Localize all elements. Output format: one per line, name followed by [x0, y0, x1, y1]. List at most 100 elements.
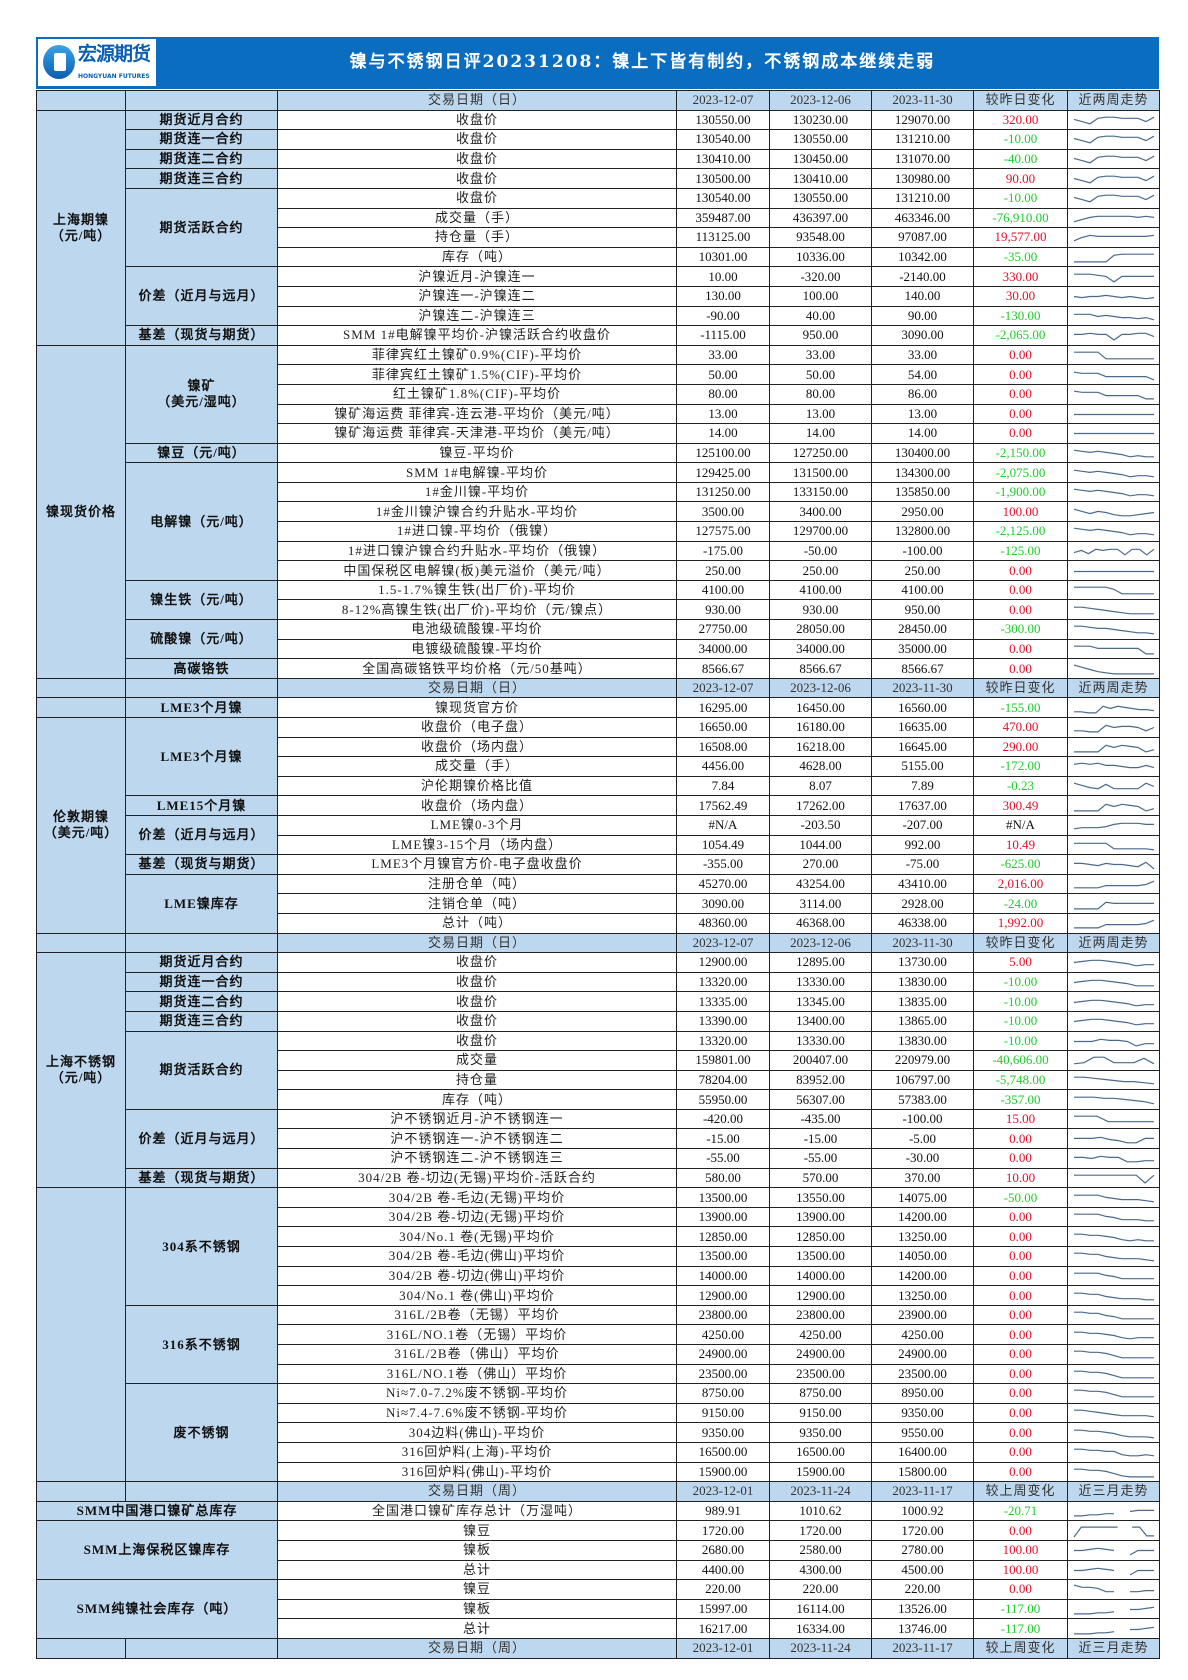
- value-cell: 130550.00: [769, 187, 872, 209]
- sparkline-path: [1073, 744, 1154, 753]
- indicator-name: 1#金川镍-平均价: [277, 481, 677, 503]
- trend-sparkline-cell: [1067, 1402, 1160, 1424]
- trend-sparkline-cell: [1067, 795, 1160, 816]
- subgroup-label: 基差（现货与期货）: [125, 325, 278, 346]
- header-trend-label: 近两周走势: [1067, 677, 1160, 699]
- indicator-name: 镍现货官方价: [277, 697, 677, 718]
- indicator-name: LME镍3-15个月（场内盘）: [277, 834, 677, 856]
- table-row: 沪不锈钢连一-沪不锈钢连二 -15.00 -15.00 -5.00 0.00: [37, 1128, 1160, 1150]
- indicator-name: 1#金川镍沪镍合约升贴水-平均价: [277, 501, 677, 523]
- indicator-name: 收盘价: [277, 148, 677, 170]
- value-cell: 14.00: [676, 423, 770, 444]
- value-cell: 80.00: [676, 383, 770, 405]
- value-cell: 370.00: [871, 1167, 974, 1189]
- header-blank: [125, 90, 278, 111]
- value-cell: 130550.00: [769, 129, 872, 150]
- change-cell: -172.00: [973, 756, 1068, 777]
- value-cell: 50.00: [769, 364, 872, 385]
- value-cell: 13400.00: [769, 1010, 872, 1032]
- header-change-label: 较昨日变化: [973, 677, 1068, 699]
- sparkline: [1073, 919, 1154, 929]
- trend-sparkline-cell: [1067, 579, 1160, 601]
- table-row: 316回炉料(上海)-平均价 16500.00 16500.00 16400.00 0.…: [37, 1441, 1160, 1463]
- value-cell: 13830.00: [871, 971, 974, 993]
- indicator-name: 304/2B 卷-毛边(无锡)平均价: [277, 1187, 677, 1208]
- trend-sparkline-cell: [1067, 599, 1160, 621]
- value-cell: -90.00: [676, 305, 770, 327]
- value-cell: 930.00: [769, 599, 872, 621]
- sparkline: [1073, 1136, 1154, 1144]
- value-cell: 56307.00: [769, 1089, 872, 1110]
- sparkline-path: [1073, 548, 1154, 556]
- value-cell: 140.00: [871, 285, 974, 307]
- header-row: 交易日期（日） 2023-12-07 2023-12-06 2023-11-30 较昨日…: [36, 90, 1160, 111]
- value-cell: 4100.00: [676, 579, 770, 601]
- header-blank: [125, 1637, 278, 1659]
- sparkline-path: [1073, 488, 1154, 497]
- sparkline: [1073, 979, 1154, 987]
- value-cell: -15.00: [769, 1128, 872, 1150]
- sparkline-path: [1073, 1567, 1114, 1571]
- header-date: 2023-11-17: [871, 1481, 974, 1502]
- trend-sparkline-cell: [1067, 1500, 1160, 1522]
- table-row: 1#金川镍沪镍合约升贴水-平均价 3500.00 3400.00 2950.00 100…: [37, 501, 1160, 523]
- table-row: 价差（近月与远月） 沪镍近月-沪镍连一 10.00 -320.00 -2140.00 33…: [37, 266, 1160, 327]
- header-date: 2023-12-07: [676, 677, 770, 699]
- value-cell: 131210.00: [871, 187, 974, 209]
- indicator-name: 注销仓单（吨）: [277, 893, 677, 914]
- change-cell: -10.00: [973, 971, 1068, 993]
- value-cell: 2928.00: [871, 893, 974, 914]
- subgroup-label: LME3个月镍: [125, 716, 278, 797]
- sparkline: [1073, 1056, 1154, 1065]
- value-cell: 220.00: [871, 1579, 974, 1600]
- sparkline-path: [1073, 1076, 1154, 1085]
- sparkline-path: [1129, 1569, 1154, 1576]
- table-row: 基差（现货与期货） SMM 1#电解镍平均价-沪镍活跃合约收盘价 -1115.00 9…: [37, 325, 1160, 346]
- sparkline-path: [1073, 175, 1154, 184]
- change-cell: 10.49: [973, 834, 1068, 856]
- value-cell: 1054.49: [676, 834, 770, 856]
- value-cell: 131210.00: [871, 129, 974, 150]
- value-cell: 10301.00: [676, 246, 770, 268]
- value-cell: 7.89: [871, 775, 974, 797]
- indicator-name: 镍板: [277, 1539, 677, 1561]
- value-cell: 15900.00: [769, 1461, 872, 1483]
- value-cell: 1720.00: [769, 1520, 872, 1541]
- subgroup-label: 期货连三合约: [125, 1010, 278, 1032]
- sparkline-path: [1073, 1233, 1154, 1242]
- header-date: 2023-12-06: [769, 932, 872, 954]
- value-cell: 8750.00: [676, 1383, 770, 1404]
- sparkline: [1073, 999, 1154, 1007]
- value-cell: 34000.00: [676, 638, 770, 660]
- change-cell: -0.23: [973, 775, 1068, 797]
- header-date-label: 交易日期（周）: [277, 1637, 677, 1659]
- header-date: 2023-11-17: [871, 1637, 974, 1659]
- header-date-label: 交易日期（日）: [277, 90, 677, 111]
- sparkline: [1073, 901, 1154, 910]
- indicator-name: 电镀级硫酸镍-平均价: [277, 638, 677, 660]
- trend-sparkline-cell: [1067, 1265, 1160, 1287]
- value-cell: 15800.00: [871, 1461, 974, 1483]
- subgroup-label: 镍生铁（元/吨）: [125, 579, 278, 621]
- indicator-name: 1.5-1.7%镍生铁(出厂价)-平均价: [277, 579, 677, 601]
- sparkline: [1073, 625, 1154, 635]
- indicator-name: 304/No.1 卷(佛山)平均价: [277, 1285, 677, 1306]
- change-cell: #N/A: [973, 814, 1068, 836]
- value-cell: 3090.00: [676, 893, 770, 914]
- header-trend-label: 近两周走势: [1067, 932, 1160, 954]
- change-cell: -10.00: [973, 187, 1068, 209]
- sparkline: [1073, 744, 1154, 753]
- logo-text: 宏源期货: [78, 43, 151, 65]
- trend-sparkline-cell: [1067, 1050, 1160, 1071]
- sparkline: [1073, 1174, 1154, 1184]
- sparkline-path: [1073, 1370, 1154, 1379]
- sparkline: [1073, 1350, 1154, 1359]
- sparkline: [1073, 527, 1154, 536]
- change-cell: 0.00: [973, 1461, 1068, 1483]
- table-row: 废不锈钢 Ni≈7.0-7.2%废不锈钢-平均价 8750.00 8750.00 895…: [37, 1383, 1160, 1483]
- value-cell: 93548.00: [769, 227, 872, 248]
- change-cell: 5.00: [973, 952, 1068, 973]
- sparkline-path: [1073, 351, 1154, 360]
- indicator-name: 全国高碳铬铁平均价格（元/50基吨）: [277, 658, 677, 679]
- sparkline-path: [1129, 1626, 1154, 1630]
